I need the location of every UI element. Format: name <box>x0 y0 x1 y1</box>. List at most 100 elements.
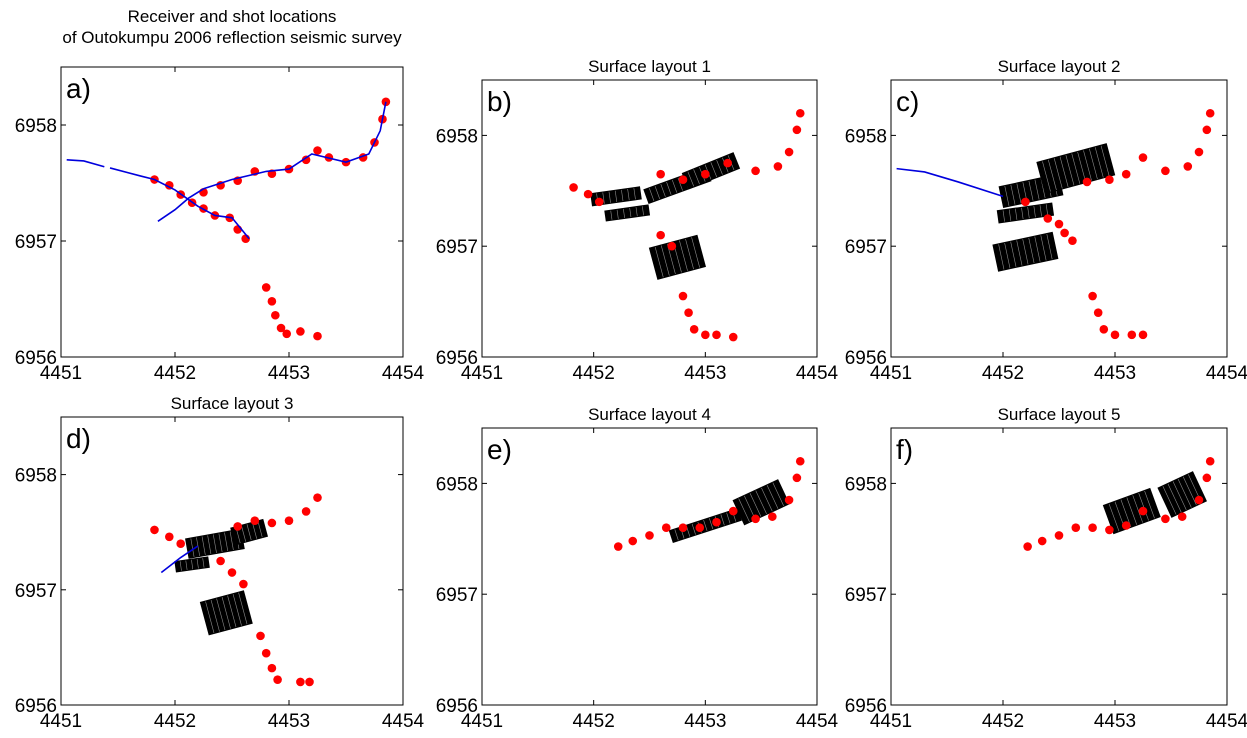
shot-point <box>216 556 225 566</box>
trace-line <box>1010 241 1017 267</box>
trace-line <box>232 594 242 626</box>
trace-line <box>1042 161 1051 192</box>
trace-patch <box>996 202 1055 224</box>
trace-line <box>766 485 779 509</box>
trace-line <box>1172 481 1187 510</box>
trace-line <box>1016 183 1022 204</box>
trace-line <box>241 525 247 542</box>
shot-point <box>1183 162 1193 171</box>
trace-line <box>685 238 694 270</box>
shot-point <box>256 631 265 641</box>
trace-patch-fill <box>681 152 741 190</box>
x-tick-label: 4452 <box>573 711 615 732</box>
x-tick-label: 4452 <box>982 363 1024 384</box>
trace-line <box>1033 206 1036 218</box>
shot-point <box>1021 197 1030 207</box>
shot-point <box>795 108 805 118</box>
trace-line <box>1028 237 1035 264</box>
trace-line <box>654 246 664 278</box>
shot-point <box>313 493 322 502</box>
shot-point <box>1110 330 1120 340</box>
shot-point <box>784 147 794 157</box>
shot-point <box>1127 330 1137 340</box>
trace-line <box>1132 495 1143 523</box>
shot-point <box>1202 473 1212 483</box>
panel-title-line: of Outokumpu 2006 reflection seismic sur… <box>62 28 402 47</box>
shot-point <box>296 677 305 687</box>
shot-point <box>1088 523 1097 533</box>
shot-point <box>1088 291 1097 301</box>
trace-line <box>207 535 212 554</box>
trace-line <box>1039 205 1042 217</box>
y-tick-label: 6958 <box>436 126 478 147</box>
trace-line <box>1065 155 1075 186</box>
shot-point <box>1054 531 1064 540</box>
shot-point <box>684 308 693 317</box>
trace-line <box>229 531 234 551</box>
shot-point <box>176 539 185 549</box>
trace-line <box>1138 493 1149 521</box>
trace-line <box>1004 186 1010 206</box>
panel-title: Surface layout 1 <box>588 57 711 76</box>
trace-line <box>212 534 217 553</box>
trace-patch <box>992 231 1059 272</box>
trace-line <box>1040 235 1047 261</box>
y-tick-label: 6958 <box>845 126 887 147</box>
shot-point <box>1205 108 1215 118</box>
shot-point <box>723 158 732 168</box>
trace-line <box>196 558 199 569</box>
shot-point <box>701 169 710 179</box>
shot-point <box>1054 219 1064 229</box>
trace-patch <box>648 234 706 280</box>
shot-point <box>583 189 593 199</box>
x-tick-label: 4451 <box>40 363 82 384</box>
panel-letter: e) <box>487 434 512 465</box>
x-tick-label: 4451 <box>870 711 912 732</box>
axes-frame <box>60 66 404 358</box>
receiver-line <box>160 545 199 574</box>
shot-point <box>712 330 721 340</box>
trace-line <box>185 560 188 571</box>
trace-line <box>257 521 263 538</box>
shot-point <box>150 525 159 535</box>
x-tick-label: 4451 <box>40 711 82 732</box>
panel-title: Surface layout 4 <box>588 405 711 424</box>
shot-point <box>296 327 305 336</box>
shot-point <box>678 523 688 533</box>
receiver-line <box>203 101 387 190</box>
trace-line <box>1008 209 1012 221</box>
receiver-line <box>66 159 105 168</box>
shot-point <box>1105 525 1114 535</box>
trace-patch <box>1102 487 1161 535</box>
trace-line <box>1162 486 1177 515</box>
panel-letter: c) <box>896 86 919 117</box>
shot-point <box>628 536 638 546</box>
trace-line <box>660 184 666 197</box>
trace-line <box>1094 147 1104 178</box>
panel-letter: a) <box>66 73 91 104</box>
shot-point <box>267 518 277 528</box>
trace-line <box>202 558 205 568</box>
x-tick-label: 4453 <box>268 363 310 384</box>
x-tick-label: 4453 <box>1094 363 1136 384</box>
trace-line <box>635 207 638 217</box>
trace-line <box>710 162 718 178</box>
shot-point <box>381 97 391 107</box>
shot-point <box>667 241 677 251</box>
trace-line <box>621 189 624 202</box>
y-tick-label: 6957 <box>845 585 887 606</box>
trace-line <box>709 518 714 530</box>
shot-point <box>305 677 314 687</box>
trace-line <box>1002 210 1005 222</box>
shot-point <box>792 473 802 483</box>
shot-point <box>301 155 311 165</box>
y-tick-label: 6957 <box>436 237 478 258</box>
shot-point <box>1138 153 1148 162</box>
trace-line <box>633 188 636 200</box>
shot-point <box>1205 456 1215 466</box>
trace-line <box>772 482 784 507</box>
trace-line <box>666 181 672 195</box>
shot-point <box>1194 495 1204 505</box>
trace-line <box>649 188 655 202</box>
trace-line <box>1015 208 1018 220</box>
